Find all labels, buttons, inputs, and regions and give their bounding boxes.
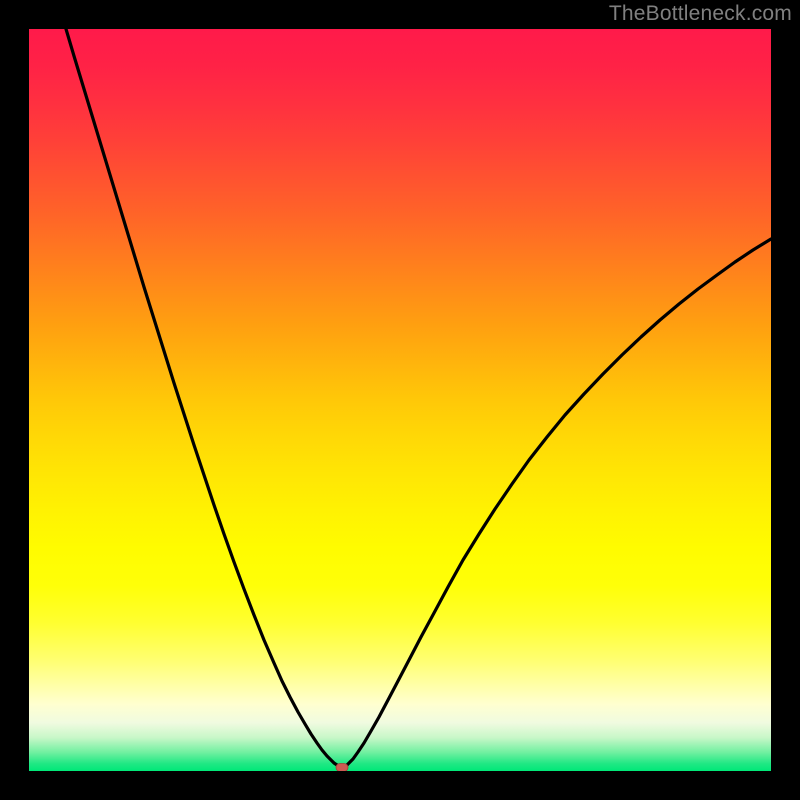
minimum-marker (336, 764, 348, 772)
watermark-text: TheBottleneck.com (609, 2, 792, 26)
gradient-background (29, 29, 771, 771)
chart-frame: TheBottleneck.com (0, 0, 800, 800)
chart-svg (29, 29, 771, 771)
plot-area (29, 29, 771, 771)
